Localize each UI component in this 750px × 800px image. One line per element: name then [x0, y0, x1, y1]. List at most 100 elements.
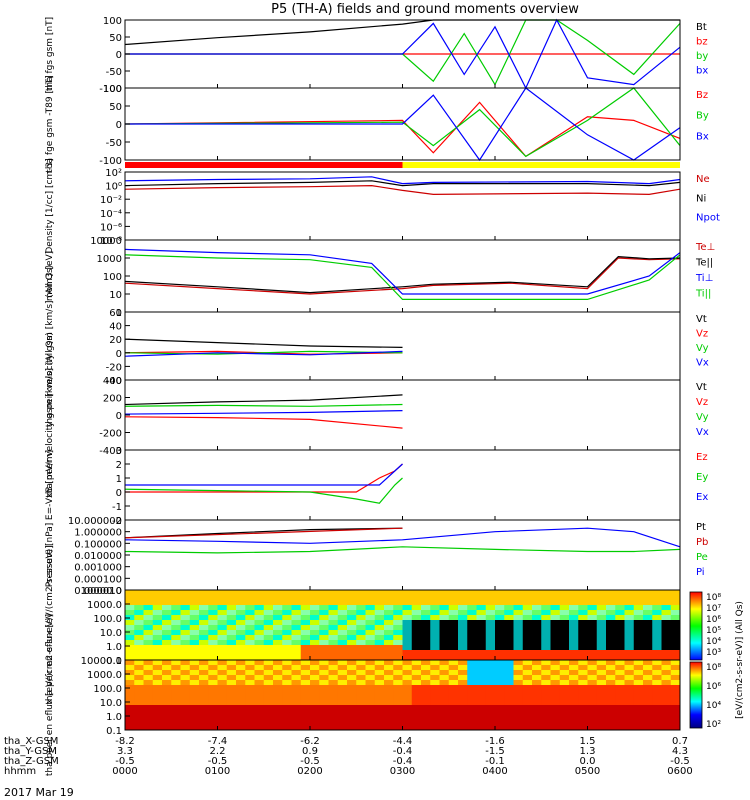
spectrogram-cell	[587, 590, 598, 596]
spectrogram-cell	[300, 650, 311, 656]
spectrogram-cell	[615, 725, 625, 731]
spectrogram-cell	[226, 610, 237, 616]
spectrogram-cell	[606, 650, 616, 656]
spectrogram-cell	[643, 640, 653, 646]
spectrogram-cell	[134, 665, 144, 671]
spectrogram-peir_eflux	[125, 590, 681, 661]
spectrogram-cell	[384, 655, 394, 661]
spectrogram-cell	[504, 680, 514, 686]
spectrogram-cell	[319, 640, 329, 646]
spectrogram-cell	[541, 630, 551, 636]
spectrogram-cell	[245, 655, 255, 661]
spectrogram-cell	[208, 645, 218, 651]
spectrogram-cell	[384, 640, 394, 646]
spectrogram-cell	[430, 705, 440, 711]
spectrogram-cell	[337, 660, 348, 666]
spectrogram-cell	[347, 715, 357, 721]
spectrogram-cell	[319, 625, 329, 631]
spectrogram-cell	[319, 600, 329, 606]
spectrogram-cell	[337, 620, 348, 626]
footer-value: 0200	[297, 766, 322, 777]
series-line-temperature-Ti⊥	[124, 248, 681, 295]
spectrogram-cell	[134, 625, 144, 631]
spectrogram-cell	[365, 705, 376, 711]
spectrogram-cell	[189, 700, 200, 706]
spectrogram-cell	[263, 610, 274, 616]
spectrogram-cell	[310, 640, 320, 646]
spectrogram-cell	[374, 655, 385, 661]
spectrogram-cell	[217, 595, 228, 601]
spectrogram-cell	[633, 595, 644, 601]
spectrogram-cell	[328, 725, 339, 731]
spectrogram-cell	[448, 665, 459, 671]
spectrogram-cell	[606, 605, 616, 611]
spectrogram-cell	[143, 645, 154, 651]
spectrogram-cell	[495, 610, 505, 616]
spectrogram-cell	[273, 725, 283, 731]
spectrogram-cell	[291, 665, 302, 671]
spectrogram-cell	[162, 725, 172, 731]
spectrogram-cell	[254, 680, 265, 686]
spectrogram-cell	[541, 670, 551, 676]
spectrogram-cell	[245, 635, 255, 641]
spectrogram-cell	[606, 720, 616, 726]
spectrogram-cell	[578, 665, 588, 671]
spectrogram-cell	[384, 615, 394, 621]
spectrogram-cell	[217, 655, 228, 661]
spectrogram-cell	[569, 725, 579, 731]
spectrogram-cell	[448, 625, 459, 631]
spectrogram-cell	[485, 710, 496, 716]
spectrogram-cell	[254, 615, 265, 621]
spectrogram-cell	[319, 645, 329, 651]
spectrogram-cell	[291, 630, 302, 636]
spectrogram-cell	[578, 590, 588, 596]
spectrogram-cell	[347, 680, 357, 686]
spectrogram-cell	[439, 655, 450, 661]
spectrogram-cell	[578, 595, 588, 601]
spectrogram-cell	[485, 600, 496, 606]
spectrogram-cell	[384, 700, 394, 706]
spectrogram-cell	[134, 680, 144, 686]
spectrogram-cell	[254, 590, 265, 596]
spectrogram-cell	[458, 620, 468, 626]
y-tick-label: 10²	[105, 168, 122, 179]
spectrogram-cell	[606, 705, 616, 711]
spectrogram-cell	[624, 705, 635, 711]
spectrogram-cell	[180, 615, 191, 621]
spectrogram-cell	[365, 690, 376, 696]
spectrogram-cell	[532, 595, 542, 601]
spectrogram-cell	[254, 720, 265, 726]
spectrogram-cell	[199, 660, 209, 666]
spectrogram-cell	[208, 630, 218, 636]
legend-pressure-Pe: Pe	[696, 552, 708, 563]
spectrogram-cell	[245, 675, 255, 681]
spectrogram-cell	[393, 630, 403, 636]
spectrogram-cell	[171, 725, 181, 731]
spectrogram-cell	[125, 600, 135, 606]
spectrogram-cell	[300, 660, 311, 666]
spectrogram-cell	[569, 695, 579, 701]
spectrogram-cell	[402, 640, 413, 646]
spectrogram-cell	[143, 665, 154, 671]
spectrogram-cell	[189, 715, 200, 721]
spectrogram-cell	[596, 655, 607, 661]
spectrogram-cell	[532, 610, 542, 616]
spectrogram-cell	[430, 650, 440, 656]
spectrogram-cell	[596, 610, 607, 616]
spectrogram-cell	[189, 635, 200, 641]
spectrogram-cell	[180, 655, 191, 661]
spectrogram-cell	[273, 715, 283, 721]
spectrogram-cell	[125, 620, 135, 626]
spectrogram-cell	[347, 705, 357, 711]
series-line-pressure-Pe	[124, 546, 681, 554]
spectrogram-cell	[263, 605, 274, 611]
spectrogram-cell	[652, 655, 662, 661]
spectrogram-cell	[162, 590, 172, 596]
spectrogram-cell	[476, 635, 487, 641]
spectrogram-cell	[569, 700, 579, 706]
spectrogram-cell	[180, 590, 191, 596]
spectrogram-cell	[661, 720, 672, 726]
spectrogram-cell	[578, 710, 588, 716]
spectrogram-cell	[125, 655, 135, 661]
y-tick-label: 0.1	[106, 656, 122, 667]
